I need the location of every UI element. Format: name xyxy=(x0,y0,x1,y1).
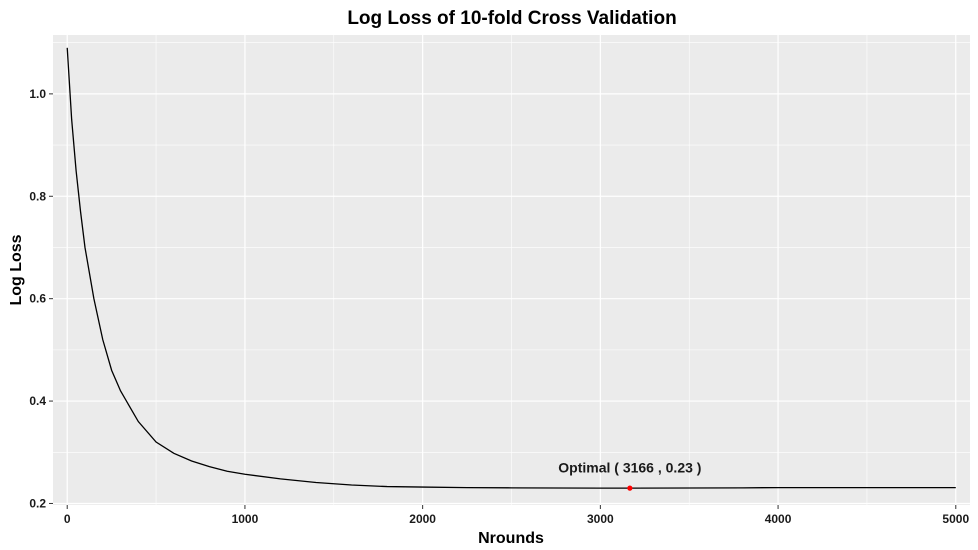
y-axis-title: Log Loss xyxy=(8,234,25,305)
major-gridlines xyxy=(53,35,970,505)
y-axis-ticks: 0.2 0.4 0.6 0.8 1.0 xyxy=(29,87,53,510)
optimal-annotation: Optimal ( 3166 , 0.23 ) xyxy=(558,460,701,476)
y-tick-label: 0.4 xyxy=(29,394,46,408)
minor-gridlines xyxy=(53,35,970,505)
x-axis-title: Nrounds xyxy=(478,530,544,547)
x-axis-ticks: 0 1000 2000 3000 4000 5000 xyxy=(64,505,969,526)
chart-title: Log Loss of 10-fold Cross Validation xyxy=(347,8,676,29)
y-tick-label: 0.8 xyxy=(29,189,46,203)
x-tick-label: 5000 xyxy=(942,512,969,526)
y-tick-label: 1.0 xyxy=(29,87,46,101)
y-tick-label: 0.6 xyxy=(29,292,46,306)
x-tick-label: 2000 xyxy=(409,512,436,526)
x-tick-label: 1000 xyxy=(232,512,259,526)
optimal-point xyxy=(627,485,633,491)
x-tick-label: 0 xyxy=(64,512,71,526)
y-tick-label: 0.2 xyxy=(29,496,46,510)
x-tick-label: 3000 xyxy=(587,512,614,526)
x-tick-label: 4000 xyxy=(765,512,792,526)
